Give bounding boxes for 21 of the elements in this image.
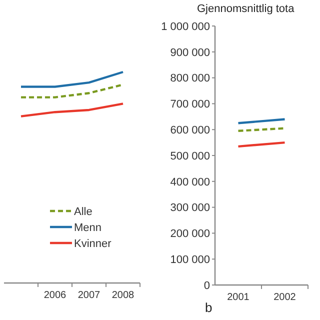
x-tick-label: 2001: [227, 292, 250, 303]
y-axis-title: Gjennomsnittlig tota: [197, 3, 296, 15]
y-tick-label: 700 000: [170, 98, 210, 111]
y-tick-label: 0: [204, 280, 210, 292]
legend-label: Kvinner: [74, 238, 112, 250]
x-tick-label: 2008: [112, 290, 135, 301]
y-tick-label: 100 000: [170, 254, 210, 266]
legend-label: Menn: [74, 222, 102, 234]
y-tick-label: 200 000: [170, 228, 210, 240]
x-tick-label: 2007: [78, 290, 101, 301]
y-tick-label: 800 000: [170, 72, 210, 85]
y-tick-label: 1 000 000: [161, 20, 210, 33]
y-tick-label: 900 000: [170, 46, 210, 59]
x-tick-label: 2002: [274, 292, 296, 303]
y-tick-label: 400 000: [170, 176, 210, 188]
y-tick-label: 300 000: [170, 202, 210, 214]
x-tick-label: 2006: [44, 290, 67, 301]
y-tick-label: 500 000: [170, 150, 210, 162]
y-tick-label: 600 000: [170, 124, 210, 136]
legend-label: Alle: [74, 206, 92, 218]
text: b: [205, 300, 212, 315]
